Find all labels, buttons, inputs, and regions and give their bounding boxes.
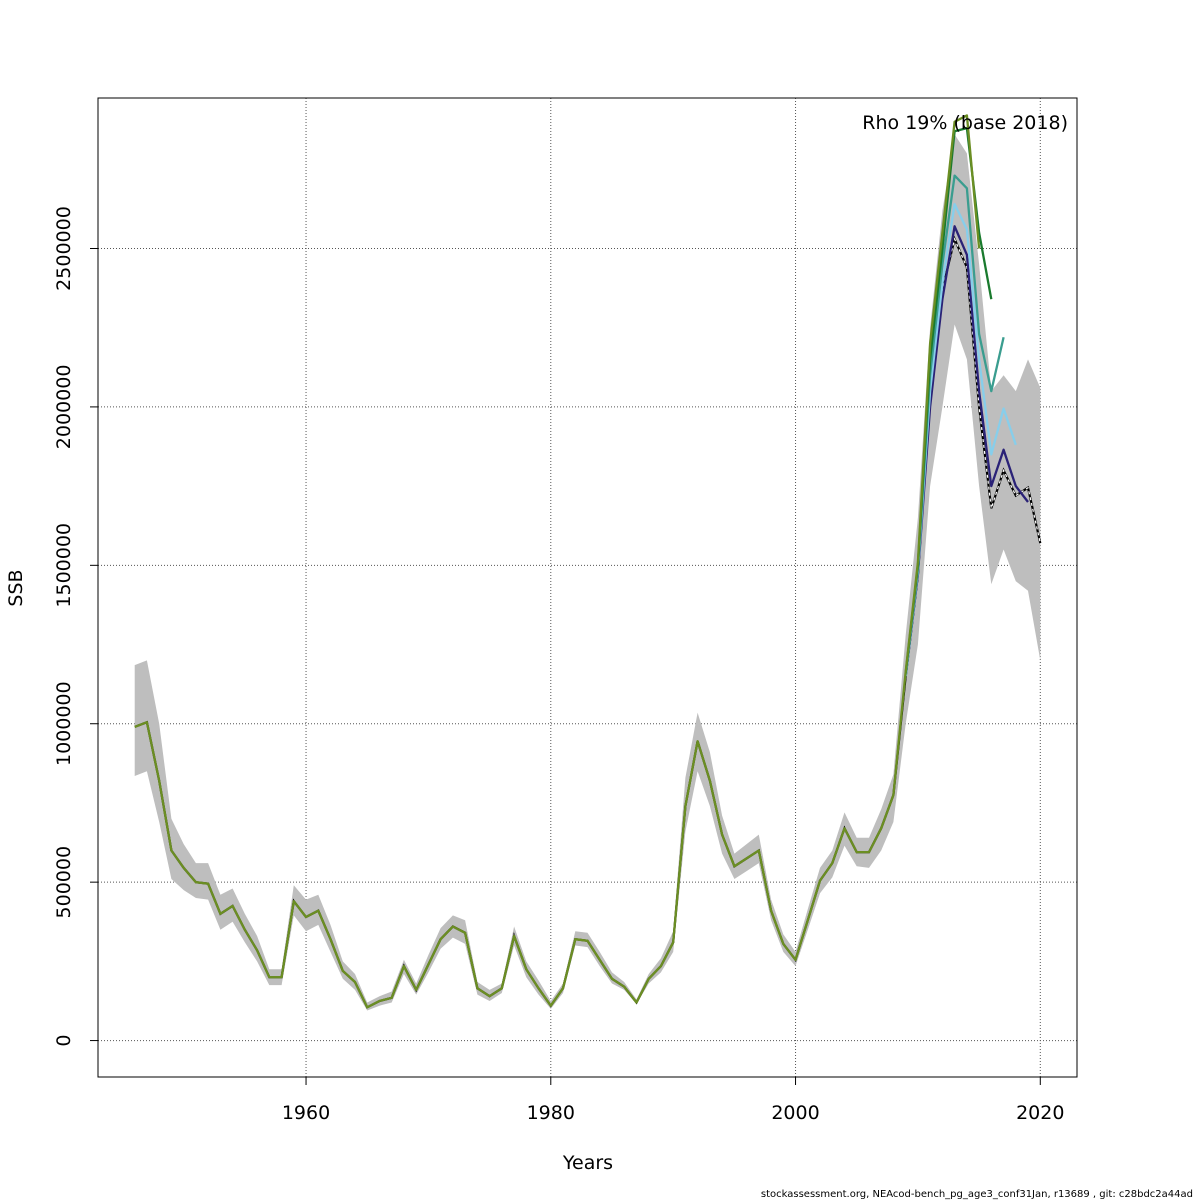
confidence-band (134, 134, 1041, 1011)
x-tick-label: 1980 (527, 1102, 575, 1124)
ci-band (134, 134, 1041, 1011)
x-tick-label: 2000 (771, 1102, 819, 1124)
y-tick-label: 0 (53, 1035, 75, 1047)
series-lines (134, 114, 1042, 1009)
x-tick-label: 1960 (282, 1102, 330, 1124)
y-tick-label: 2000000 (53, 365, 75, 450)
x-axis: 1960 1980 2000 2020 (282, 1077, 1064, 1124)
y-axis: 0 500000 1000000 1500000 2000000 2500000 (53, 206, 98, 1047)
footer-caption: stockassessment.org, NEAcod-bench_pg_age… (761, 1189, 1193, 1200)
y-axis-label: SSB (5, 569, 27, 606)
y-tick-label: 500000 (53, 846, 75, 919)
rho-annotation: Rho 19% (base 2018) (862, 112, 1068, 134)
y-tick-label: 2500000 (53, 206, 75, 291)
y-tick-label: 1500000 (53, 523, 75, 608)
x-axis-label: Years (562, 1152, 613, 1174)
y-tick-label: 1000000 (53, 681, 75, 766)
plot-frame (97, 97, 1078, 1078)
x-tick-label: 2020 (1016, 1102, 1064, 1124)
retro-line-2015 (134, 114, 981, 1009)
